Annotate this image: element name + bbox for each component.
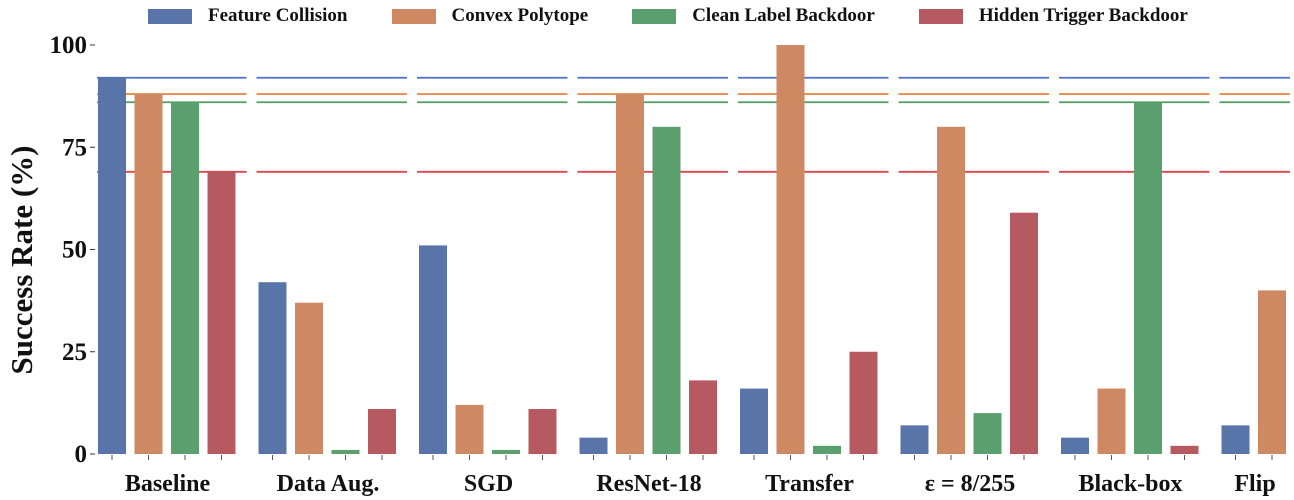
legend-swatch (148, 8, 192, 24)
y-axis-label: Success Rate (%) (4, 145, 39, 374)
bar (813, 445, 841, 454)
y-tick-label: 75 (62, 134, 87, 161)
bar (295, 302, 323, 454)
bar (937, 126, 965, 455)
legend-item: Feature Collision (148, 5, 348, 27)
legend-label: Hidden Trigger Backdoor (978, 5, 1188, 26)
legend: Feature Collision Convex Polytope Clean La… (148, 5, 1232, 27)
x-tick-label: Flip (1234, 471, 1275, 497)
legend-swatch (391, 8, 436, 24)
bars (98, 45, 1286, 455)
x-tick-label: Black-box (1078, 471, 1182, 497)
x-tick-label: ResNet-18 (596, 471, 701, 497)
bar (258, 282, 287, 454)
bar (740, 388, 768, 454)
bar (1097, 388, 1126, 454)
y-tick-label: 100 (50, 32, 88, 59)
y-tick-label: 25 (62, 339, 87, 366)
bar (331, 449, 360, 454)
y-tick-label: 0 (75, 441, 88, 468)
legend-swatch (918, 8, 963, 24)
bar (900, 425, 929, 454)
legend-item: Hidden Trigger Backdoor (918, 5, 1188, 27)
bar (492, 449, 520, 454)
x-tick-label: ε = 8/255 (925, 471, 1016, 497)
bar (776, 45, 805, 454)
bar (171, 102, 199, 454)
bar (368, 409, 396, 454)
legend-label: Feature Collision (208, 5, 348, 26)
bar (1170, 445, 1199, 454)
bar (207, 171, 236, 455)
bar (973, 413, 1002, 454)
bar (689, 380, 717, 454)
bar (98, 77, 126, 454)
legend-item: Convex Polytope (391, 5, 589, 27)
baseline-lines (97, 76, 1290, 173)
legend-label: Convex Polytope (451, 5, 589, 26)
bar (1221, 425, 1250, 454)
bar (455, 404, 484, 454)
x-tick-label: Data Aug. (277, 471, 380, 497)
bar (1258, 290, 1286, 454)
bar (652, 126, 681, 455)
y-axis: 0 25 50 75 100 (50, 32, 95, 468)
x-tick-label: SGD (464, 471, 513, 497)
legend-item: Clean Label Backdoor (632, 5, 875, 27)
bar (1010, 212, 1038, 454)
x-tick-label: Baseline (125, 471, 211, 497)
bar (849, 351, 878, 454)
y-tick-label: 50 (62, 237, 87, 264)
bar (1061, 437, 1089, 454)
x-tick-label: Transfer (765, 471, 854, 497)
legend-swatch (632, 8, 677, 24)
bar (419, 245, 447, 454)
bar (528, 409, 557, 454)
bar (579, 437, 608, 454)
bar (134, 94, 163, 454)
x-axis: Baseline Data Aug. SGD ResNet-18 Transfer ε =… (111, 455, 1276, 497)
legend-label: Clean Label Backdoor (692, 5, 875, 26)
bar (616, 94, 644, 454)
bar (1134, 102, 1162, 454)
